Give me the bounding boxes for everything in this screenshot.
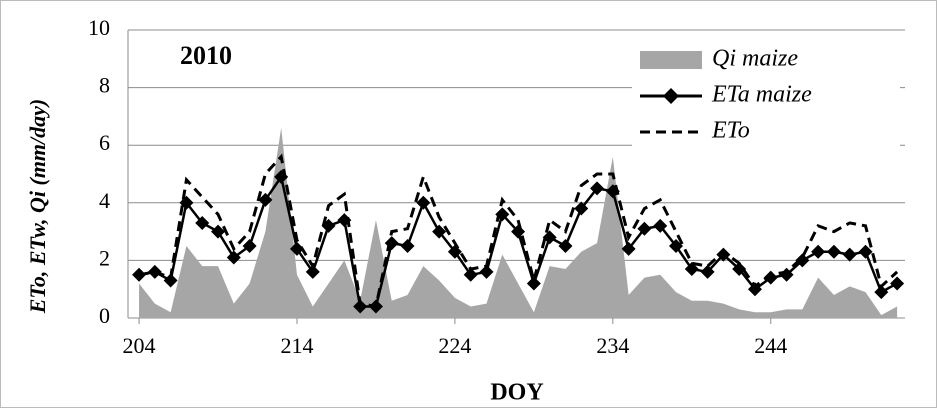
marker bbox=[305, 264, 320, 279]
marker bbox=[463, 267, 478, 282]
marker bbox=[669, 239, 684, 253]
marker bbox=[479, 264, 494, 279]
marker bbox=[621, 241, 636, 256]
y-tick-label: 8 bbox=[99, 73, 110, 98]
marker bbox=[732, 262, 747, 277]
marker bbox=[637, 221, 652, 236]
marker bbox=[890, 276, 905, 291]
marker bbox=[289, 241, 304, 256]
legend-label: ETo bbox=[711, 118, 750, 144]
marker bbox=[684, 262, 699, 277]
marker bbox=[542, 230, 557, 245]
y-tick-label: 6 bbox=[99, 130, 110, 155]
marker bbox=[400, 239, 415, 253]
marker bbox=[526, 276, 541, 291]
marker bbox=[447, 244, 462, 259]
legend-label: Qi maize bbox=[712, 46, 798, 72]
marker bbox=[700, 264, 715, 279]
x-axis-label: DOY bbox=[490, 380, 543, 406]
marker bbox=[858, 244, 873, 259]
y-axis-label: ETo, ETw, Qi (mm/day) bbox=[25, 99, 50, 315]
marker bbox=[163, 273, 178, 288]
marker bbox=[826, 244, 841, 259]
marker bbox=[432, 224, 447, 239]
marker bbox=[763, 270, 778, 285]
marker bbox=[716, 247, 731, 262]
marker bbox=[558, 239, 573, 253]
marker bbox=[590, 181, 605, 196]
x-tick-label: 204 bbox=[123, 333, 156, 358]
marker bbox=[811, 244, 826, 259]
marker bbox=[211, 224, 226, 239]
annotation: 2010 bbox=[180, 41, 232, 70]
marker bbox=[842, 247, 857, 262]
marker bbox=[226, 250, 241, 265]
line bbox=[138, 153, 899, 309]
legend-label: ETa maize bbox=[711, 82, 812, 108]
x-tick-label: 234 bbox=[596, 333, 629, 358]
marker bbox=[258, 192, 273, 207]
legend-marker bbox=[663, 88, 679, 104]
marker bbox=[874, 285, 889, 300]
marker bbox=[242, 239, 257, 253]
x-tick-label: 214 bbox=[280, 333, 313, 358]
marker bbox=[795, 253, 810, 268]
marker bbox=[653, 218, 668, 233]
y-tick-label: 4 bbox=[99, 188, 110, 213]
marker bbox=[195, 215, 210, 230]
marker bbox=[416, 195, 431, 210]
y-tick-label: 2 bbox=[99, 245, 110, 270]
marker bbox=[574, 201, 589, 216]
legend-swatch bbox=[640, 51, 702, 69]
x-tick-label: 244 bbox=[754, 333, 787, 358]
marker bbox=[747, 282, 762, 297]
marker bbox=[353, 299, 368, 314]
y-tick-label: 10 bbox=[88, 15, 110, 40]
y-tick-label: 0 bbox=[99, 303, 110, 328]
x-tick-label: 224 bbox=[438, 333, 471, 358]
